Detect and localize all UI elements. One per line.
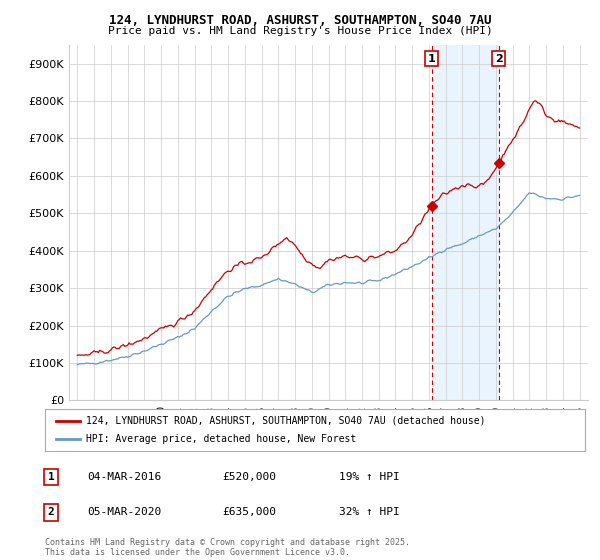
Text: 19% ↑ HPI: 19% ↑ HPI	[339, 472, 400, 482]
Text: 2: 2	[495, 54, 503, 64]
Text: 32% ↑ HPI: 32% ↑ HPI	[339, 507, 400, 517]
Text: 124, LYNDHURST ROAD, ASHURST, SOUTHAMPTON, SO40 7AU: 124, LYNDHURST ROAD, ASHURST, SOUTHAMPTO…	[109, 14, 491, 27]
Text: 2: 2	[47, 507, 55, 517]
Text: Price paid vs. HM Land Registry's House Price Index (HPI): Price paid vs. HM Land Registry's House …	[107, 26, 493, 36]
Text: 124, LYNDHURST ROAD, ASHURST, SOUTHAMPTON, SO40 7AU (detached house): 124, LYNDHURST ROAD, ASHURST, SOUTHAMPTO…	[86, 416, 485, 426]
Text: 05-MAR-2020: 05-MAR-2020	[87, 507, 161, 517]
Text: 04-MAR-2016: 04-MAR-2016	[87, 472, 161, 482]
Text: £635,000: £635,000	[222, 507, 276, 517]
Text: 1: 1	[47, 472, 55, 482]
Text: HPI: Average price, detached house, New Forest: HPI: Average price, detached house, New …	[86, 434, 356, 444]
Text: £520,000: £520,000	[222, 472, 276, 482]
Bar	[432, 45, 499, 400]
Text: Contains HM Land Registry data © Crown copyright and database right 2025.
This d: Contains HM Land Registry data © Crown c…	[45, 538, 410, 557]
Text: 1: 1	[428, 54, 436, 64]
